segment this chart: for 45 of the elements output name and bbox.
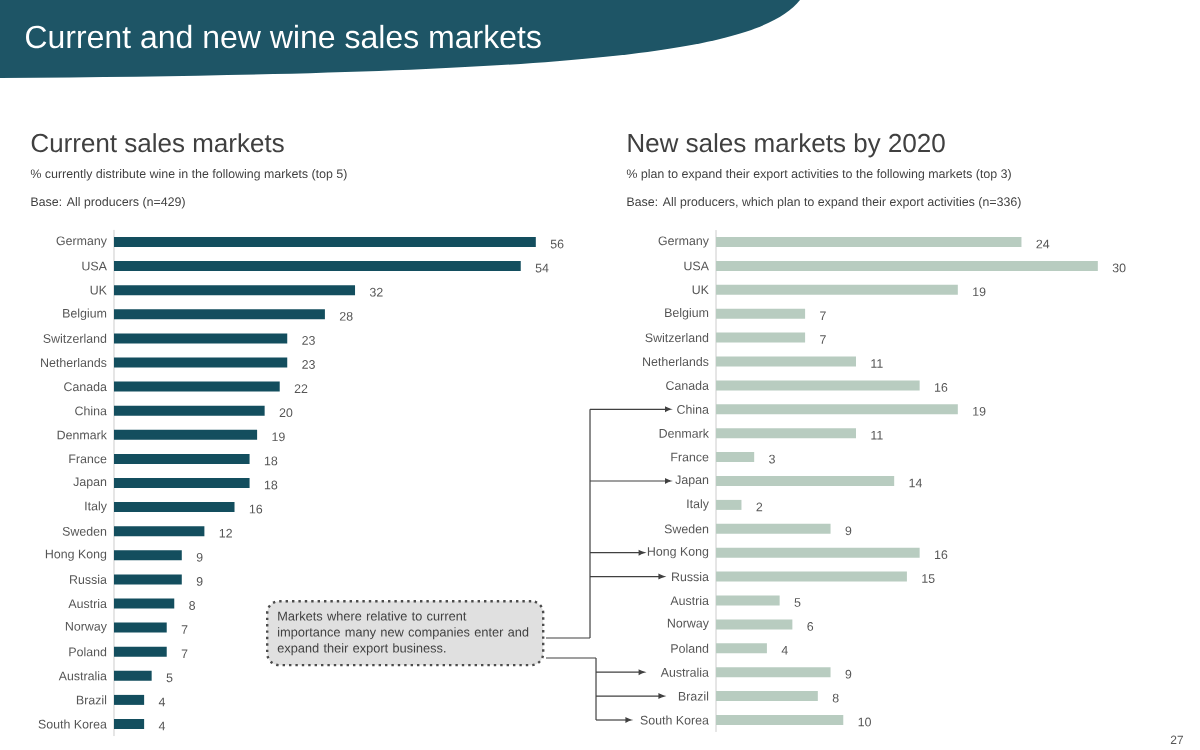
bar — [716, 476, 895, 486]
bar — [716, 237, 1022, 247]
bar — [114, 526, 205, 537]
bar — [716, 547, 920, 558]
bar — [114, 285, 356, 296]
bar — [716, 667, 831, 678]
bar — [114, 550, 182, 561]
bar — [114, 261, 521, 272]
bar — [716, 356, 857, 367]
bar — [716, 595, 780, 606]
bar — [114, 453, 250, 464]
chart-title: Current sales markets — [31, 133, 284, 153]
bar — [114, 237, 536, 247]
bar — [716, 643, 767, 654]
bar — [114, 574, 182, 585]
bar — [716, 452, 755, 463]
bar — [114, 719, 145, 729]
bar — [716, 499, 742, 510]
bar — [114, 333, 288, 344]
bar — [716, 571, 907, 582]
bar — [114, 429, 258, 440]
bar — [716, 380, 920, 391]
bar — [114, 502, 235, 513]
bar — [114, 694, 145, 705]
bar — [716, 404, 958, 415]
text: Current and new wine sales markets — [26, 24, 541, 49]
bar — [114, 670, 152, 681]
bar — [114, 357, 288, 368]
bar — [716, 260, 1098, 271]
bar — [716, 715, 844, 725]
bar — [114, 622, 167, 633]
bar — [114, 405, 265, 416]
bar — [716, 523, 831, 534]
chart-title: New sales markets by 2020 — [628, 133, 945, 158]
bar — [114, 598, 175, 609]
bar — [114, 646, 167, 657]
bar — [716, 332, 806, 343]
bar — [716, 691, 818, 702]
bar — [716, 308, 806, 319]
bar — [716, 284, 958, 295]
bar — [114, 381, 280, 392]
bar — [114, 309, 325, 320]
bar — [716, 619, 793, 630]
bar — [716, 428, 857, 439]
bar — [114, 478, 250, 488]
